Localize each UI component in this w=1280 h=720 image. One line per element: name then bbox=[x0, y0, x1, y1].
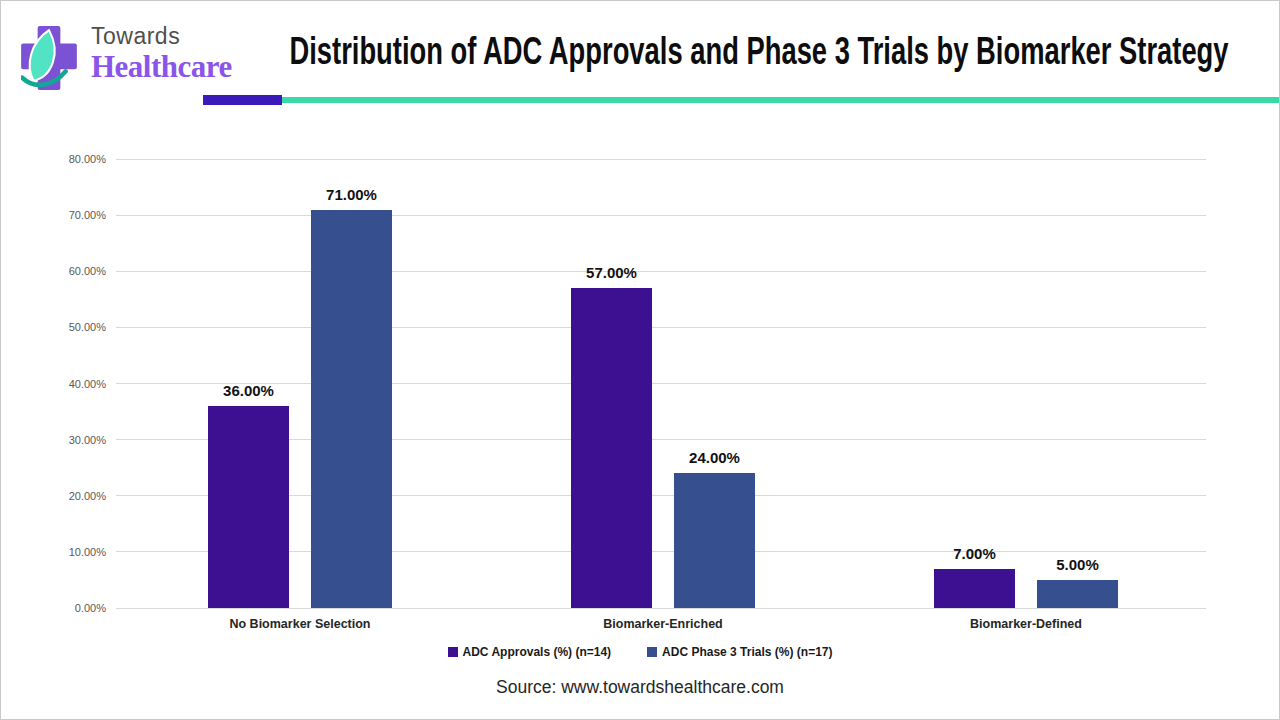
bar-adc-phase-3-trials bbox=[1037, 580, 1118, 608]
y-axis-tick-label: 10.00% bbox=[31, 545, 106, 559]
legend-swatch bbox=[448, 647, 458, 657]
y-axis-tick-label: 60.00% bbox=[31, 264, 106, 278]
y-axis-tick-label: 30.00% bbox=[31, 433, 106, 447]
bar-value-label: 57.00% bbox=[562, 264, 662, 282]
bar-adc-approvals bbox=[571, 288, 652, 608]
y-axis-tick-label: 50.00% bbox=[31, 320, 106, 334]
legend-swatch bbox=[647, 647, 657, 657]
category-label: No Biomarker Selection bbox=[190, 617, 410, 631]
legend-label: ADC Approvals (%) (n=14) bbox=[463, 645, 612, 659]
category-label: Biomarker-Defined bbox=[916, 617, 1136, 631]
bar-chart: 0.00% 10.00% 20.00% 30.00% 40.00% 50.00% 60.00… bbox=[1, 1, 1280, 720]
y-axis-tick-label: 80.00% bbox=[31, 152, 106, 166]
bar-value-label: 71.00% bbox=[302, 186, 402, 204]
gridline bbox=[116, 327, 1206, 328]
y-axis-tick-label: 40.00% bbox=[31, 377, 106, 391]
category-label: Biomarker-Enriched bbox=[553, 617, 773, 631]
y-axis-tick-label: 70.00% bbox=[31, 208, 106, 222]
bar-value-label: 24.00% bbox=[665, 449, 765, 467]
source-text: Source: www.towardshealthcare.com bbox=[1, 676, 1279, 698]
bar-adc-phase-3-trials bbox=[311, 210, 392, 608]
gridline bbox=[116, 215, 1206, 216]
bar-adc-approvals bbox=[934, 569, 1015, 608]
legend-label: ADC Phase 3 Trials (%) (n=17) bbox=[662, 645, 832, 659]
bar-value-label: 36.00% bbox=[199, 382, 299, 400]
bar-adc-approvals bbox=[208, 406, 289, 608]
bar-adc-phase-3-trials bbox=[674, 473, 755, 608]
page: Towards Healthcare Distribution of ADC A… bbox=[0, 0, 1280, 720]
legend-item: ADC Phase 3 Trials (%) (n=17) bbox=[647, 645, 832, 659]
y-axis-tick-label: 20.00% bbox=[31, 489, 106, 503]
bar-value-label: 7.00% bbox=[925, 545, 1025, 563]
chart-legend: ADC Approvals (%) (n=14) ADC Phase 3 Tria… bbox=[1, 645, 1279, 659]
legend-item: ADC Approvals (%) (n=14) bbox=[448, 645, 612, 659]
bar-value-label: 5.00% bbox=[1028, 556, 1128, 574]
gridline bbox=[116, 159, 1206, 160]
y-axis-tick-label: 0.00% bbox=[31, 601, 106, 615]
